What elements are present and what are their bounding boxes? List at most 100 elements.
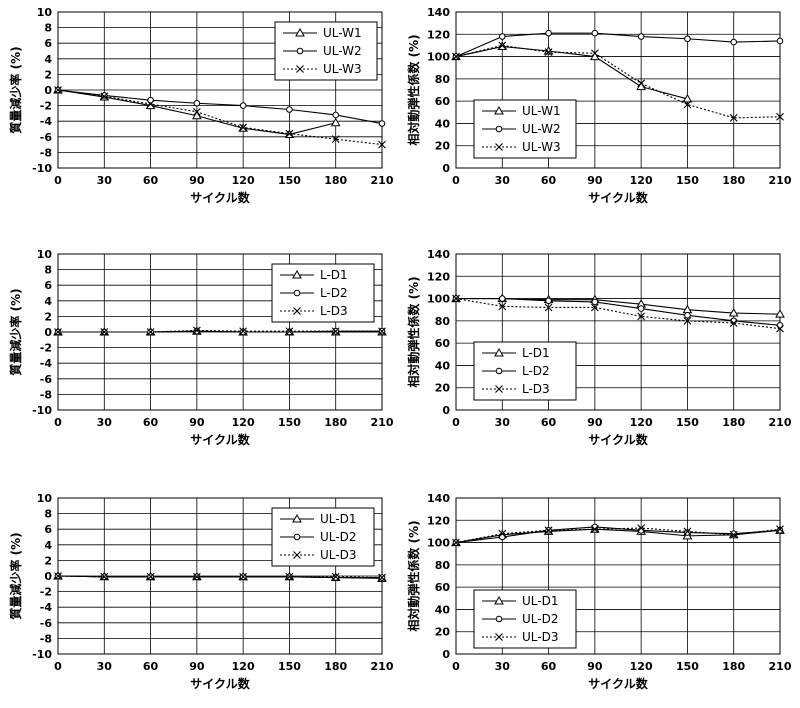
data-point — [193, 327, 201, 335]
x-tick-label: 210 — [769, 660, 792, 673]
data-point — [728, 308, 739, 317]
x-tick-label: 180 — [324, 174, 347, 187]
data-point — [684, 529, 691, 536]
y-tick-label: 0 — [44, 326, 52, 339]
data-point — [239, 328, 247, 336]
x-tick-label: 180 — [722, 174, 745, 187]
x-tick-label: 150 — [676, 660, 699, 673]
legend-marker — [495, 615, 503, 623]
legend: UL-D1 UL-D2 UL-D3 — [473, 589, 577, 649]
series-line — [455, 528, 781, 544]
y-tick-label: -6 — [40, 373, 53, 386]
legend: L-D1 L-D2 L-D3 — [271, 263, 375, 323]
legend-marker — [293, 289, 301, 297]
y-tick-label: -8 — [40, 632, 52, 645]
x-tick-label: 0 — [452, 174, 460, 187]
y-tick-label: 10 — [37, 492, 53, 505]
y-tick-label: 6 — [44, 279, 52, 292]
data-point — [332, 574, 340, 581]
data-point — [591, 298, 599, 306]
legend-label: L-D3 — [320, 304, 348, 318]
data-point — [239, 572, 248, 581]
x-tick-label: 60 — [541, 174, 557, 187]
x-tick-label: 210 — [769, 174, 792, 187]
x-tick-label: 60 — [143, 660, 159, 673]
y-tick-label: 100 — [427, 293, 450, 306]
data-point — [330, 117, 341, 127]
y-tick-label: 10 — [37, 6, 53, 19]
y-tick-label: 80 — [435, 315, 451, 328]
plot-frame — [455, 253, 781, 411]
data-point — [331, 135, 340, 144]
series-line — [455, 526, 781, 544]
data-point — [545, 297, 552, 305]
y-tick-label: 40 — [435, 603, 451, 616]
legend-marker — [296, 47, 304, 55]
y-tick-label: 140 — [427, 6, 450, 19]
data-point — [498, 302, 507, 311]
x-tick-label: 90 — [189, 660, 205, 673]
legend-label: L-D2 — [522, 364, 550, 378]
y-tick-label: 8 — [44, 264, 52, 277]
data-point — [590, 49, 599, 58]
x-axis-label: サイクル数 — [588, 432, 648, 447]
x-tick-label: 120 — [232, 660, 255, 673]
series-L-D3 — [452, 294, 784, 333]
y-tick-label: -2 — [40, 586, 52, 599]
data-point — [544, 526, 553, 535]
legend: UL-D1 UL-D2 UL-D3 — [271, 507, 375, 567]
x-tick-label: 60 — [143, 174, 159, 187]
series-L-D3 — [54, 326, 386, 336]
y-tick-label: -6 — [40, 617, 53, 630]
legend-label: UL-W1 — [323, 26, 362, 40]
x-tick-label: 180 — [722, 416, 745, 429]
legend-label: UL-D1 — [320, 512, 356, 526]
y-tick-label: 60 — [435, 95, 451, 108]
chart-panel-4: 140 120 100 80 60 40 20 00 30 60 90 120 150 180 210 サイク… — [406, 248, 792, 447]
y-tick-label: 0 — [442, 648, 450, 661]
data-point — [684, 35, 691, 43]
y-axis-label: 相対動弾性係数 (%) — [406, 520, 421, 631]
y-tick-label: 20 — [435, 140, 451, 153]
data-point — [145, 100, 156, 110]
data-point — [192, 107, 201, 116]
data-point — [193, 99, 201, 107]
y-tick-label: 120 — [427, 514, 450, 527]
series-line — [455, 44, 781, 119]
legend-marker — [293, 551, 301, 559]
y-tick-label: 40 — [435, 359, 451, 372]
x-tick-label: 120 — [630, 416, 653, 429]
y-tick-label: 80 — [435, 73, 451, 86]
y-tick-label: 120 — [427, 28, 450, 41]
legend-label: UL-W2 — [323, 44, 362, 58]
y-tick-label: 120 — [427, 270, 450, 283]
x-tick-label: 180 — [722, 660, 745, 673]
data-point — [378, 573, 386, 582]
y-axis-label: 質量減少率 (%) — [8, 288, 23, 375]
data-point — [591, 29, 599, 37]
data-point — [684, 311, 691, 319]
data-point — [146, 572, 155, 581]
legend-marker — [494, 105, 504, 115]
data-point — [192, 572, 201, 581]
y-tick-label: 6 — [44, 523, 52, 536]
data-point — [239, 327, 248, 336]
series-line — [455, 45, 688, 100]
data-point — [729, 113, 738, 122]
data-point — [590, 525, 599, 534]
y-tick-label: 0 — [44, 84, 52, 97]
x-tick-label: 210 — [769, 416, 792, 429]
data-point — [776, 112, 784, 121]
data-point — [452, 538, 460, 547]
data-point — [637, 79, 646, 88]
legend-marker — [495, 125, 503, 133]
legend-marker — [494, 347, 504, 357]
legend-label: UL-W1 — [522, 104, 561, 118]
y-tick-label: 20 — [435, 626, 451, 639]
legend-marker — [292, 269, 302, 279]
data-point — [54, 572, 62, 580]
data-point — [730, 530, 738, 537]
x-tick-label: 90 — [587, 416, 603, 429]
x-tick-label: 30 — [495, 416, 511, 429]
